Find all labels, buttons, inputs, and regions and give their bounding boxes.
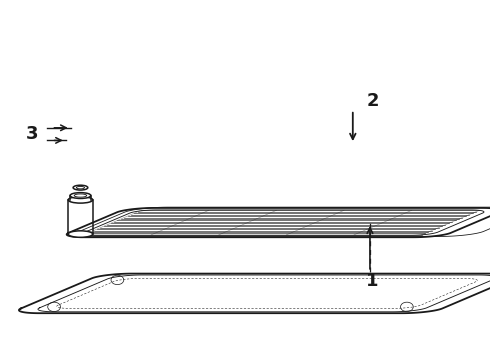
Ellipse shape (73, 185, 88, 190)
Text: 2: 2 (366, 92, 379, 110)
Text: 1: 1 (366, 272, 379, 290)
Text: 3: 3 (25, 125, 38, 143)
Ellipse shape (68, 231, 93, 237)
Ellipse shape (76, 186, 84, 189)
Ellipse shape (68, 197, 93, 203)
Ellipse shape (74, 194, 87, 197)
Ellipse shape (70, 193, 91, 198)
